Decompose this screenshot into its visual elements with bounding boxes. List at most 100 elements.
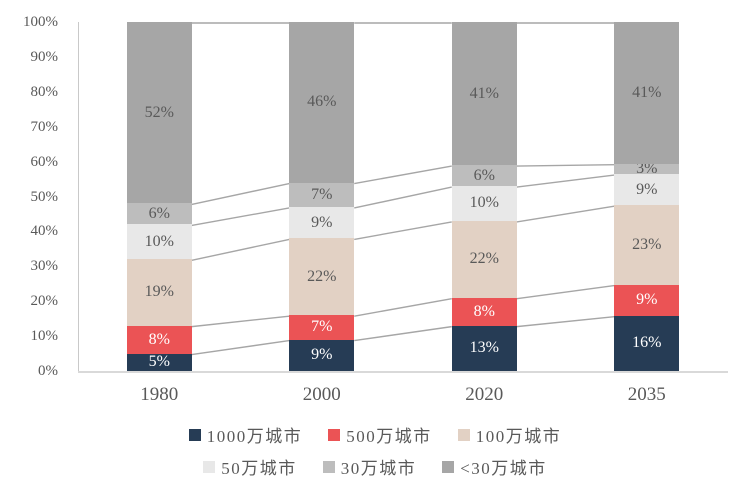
connector-line <box>354 186 452 209</box>
legend-row: 1000万城市 500万城市 100万城市 <box>188 422 562 447</box>
segment-data-label: 52% <box>144 103 174 121</box>
bar-segment-1000万城市 <box>126 353 192 371</box>
segment-data-label: 46% <box>307 93 337 111</box>
segment-data-label: 9% <box>311 346 333 364</box>
legend-item-500万城市: 500万城市 <box>328 422 432 447</box>
legend-label: 30万城市 <box>340 459 417 478</box>
bar-segment-50万城市 <box>289 206 355 239</box>
segment-data-label: 8% <box>473 302 495 320</box>
segment-data-label: 9% <box>636 291 658 309</box>
legend-swatch-icon <box>442 460 455 473</box>
y-axis-line <box>78 22 79 372</box>
legend-swatch-icon <box>322 460 335 473</box>
y-axis-tick-label: 0% <box>38 363 58 379</box>
legend-item-100万城市: 100万城市 <box>457 422 562 447</box>
bar-segment-<30万城市 <box>614 22 680 164</box>
bar-segment-500万城市 <box>289 315 355 340</box>
bar-segment-30万城市 <box>289 182 355 207</box>
y-axis-tick-label: 30% <box>30 258 59 275</box>
segment-data-label: 8% <box>148 330 170 348</box>
connector-line <box>354 165 452 185</box>
connector-line <box>516 284 615 300</box>
y-axis-tick-label: 40% <box>30 223 59 240</box>
bar-segment-1000万城市 <box>289 339 355 371</box>
connector-line <box>354 325 452 342</box>
segment-data-label: 23% <box>632 235 662 253</box>
legend-label: 1000万城市 <box>206 427 303 446</box>
connector-lines <box>191 22 615 356</box>
bar-segment-<30万城市 <box>289 22 355 183</box>
segment-data-label: 19% <box>144 283 174 301</box>
connector-line <box>191 207 290 227</box>
connector-line <box>516 163 615 167</box>
segment-data-label: 5% <box>148 353 170 371</box>
y-axis-tick-label: 60% <box>30 153 59 170</box>
segment-data-label: 22% <box>307 267 337 285</box>
bar-segment-100万城市 <box>451 220 517 298</box>
connector-line <box>191 182 290 206</box>
y-axis-tick-label: 20% <box>30 293 59 310</box>
segment-data-label: 13% <box>469 339 499 357</box>
bar-segment-30万城市 <box>614 163 680 175</box>
legend-item-1000万城市: 1000万城市 <box>188 422 303 447</box>
x-axis-label-2035: 2035 <box>627 384 666 405</box>
connector-line <box>516 205 615 223</box>
bar-segment-500万城市 <box>451 297 517 326</box>
bar-segment-100万城市 <box>126 259 192 326</box>
bar-segment-100万城市 <box>614 205 680 285</box>
y-axis-tick-label: 50% <box>30 188 59 205</box>
segment-data-label: 41% <box>469 84 499 102</box>
x-axis-label-2020: 2020 <box>465 384 504 405</box>
legend: 1000万城市 500万城市 100万城市 50万城市 30万城市 <30万城市 <box>0 422 750 479</box>
segment-data-label: 6% <box>148 204 170 222</box>
segment-data-label: 22% <box>469 250 499 268</box>
segment-data-label: 10% <box>144 232 174 250</box>
segment-data-label: 7% <box>311 318 333 336</box>
connector-line <box>354 298 452 317</box>
connector-line <box>516 316 615 328</box>
bar-segment-50万城市 <box>451 186 517 221</box>
bar-segment-500万城市 <box>126 325 192 354</box>
legend-swatch-icon <box>203 460 216 473</box>
y-axis-tick-label: 100% <box>23 14 58 30</box>
x-axis-line <box>78 371 728 373</box>
legend-swatch-icon <box>328 428 341 441</box>
bar-segment-500万城市 <box>614 284 680 316</box>
segment-data-label: 9% <box>636 180 658 198</box>
y-axis-tick-label: 80% <box>30 83 59 100</box>
legend-label: 50万城市 <box>221 459 297 478</box>
y-axis-tick-label: 90% <box>30 48 59 65</box>
y-axis-tick-label: 70% <box>30 118 59 135</box>
bar-segment-30万城市 <box>451 165 517 187</box>
bar-segment-<30万城市 <box>126 22 192 204</box>
connector-line <box>191 238 290 262</box>
segment-data-label: 9% <box>311 213 333 231</box>
segment-data-label: 10% <box>469 194 499 212</box>
legend-row: 50万城市 30万城市 <30万城市 <box>203 454 547 479</box>
legend-label: <30万城市 <box>460 459 547 478</box>
connector-line <box>516 174 615 188</box>
bar-segment-50万城市 <box>126 224 192 260</box>
x-axis-label-2000: 2000 <box>302 384 341 405</box>
segment-data-label: 3% <box>636 159 658 177</box>
bar-segment-1000万城市 <box>451 325 517 371</box>
y-axis-tick-label: 10% <box>30 328 59 345</box>
legend-item-30万城市: 30万城市 <box>322 454 417 479</box>
segment-data-label: 41% <box>632 83 662 101</box>
bar-segment-50万城市 <box>614 174 680 206</box>
bar-segment-30万城市 <box>126 203 192 225</box>
x-axis-label-1980: 1980 <box>140 384 179 405</box>
legend-item-<30万城市: <30万城市 <box>442 454 547 479</box>
bar-segment-<30万城市 <box>451 22 517 166</box>
segment-data-label: 16% <box>632 334 662 352</box>
legend-label: 100万城市 <box>475 427 562 446</box>
legend-swatch-icon <box>457 428 470 441</box>
legend-swatch-icon <box>188 428 201 441</box>
connector-line <box>354 221 452 241</box>
legend-label: 500万城市 <box>346 427 432 446</box>
legend-item-50万城市: 50万城市 <box>203 454 297 479</box>
connector-line <box>191 315 290 328</box>
bar-segment-1000万城市 <box>614 315 680 371</box>
segment-data-label: 6% <box>473 166 495 184</box>
